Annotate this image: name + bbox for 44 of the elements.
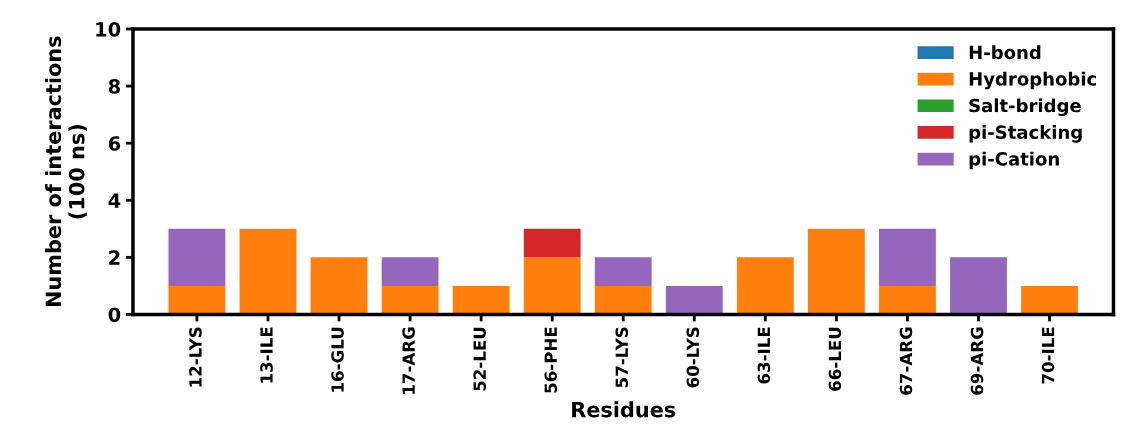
- x-tick-label: 67-ARG: [899, 327, 913, 395]
- y-tick-label: 0: [108, 307, 121, 323]
- x-axis-title: Residues: [572, 401, 676, 418]
- bar: [381, 257, 439, 286]
- bar: [1021, 285, 1078, 315]
- x-tick-label: 56-PHE: [544, 327, 558, 393]
- x-tick-label: 12-LYS: [189, 327, 202, 387]
- x-tick-label: 13-ILE: [260, 327, 273, 383]
- x-tick-label: 60-LYS: [686, 327, 700, 388]
- legend-label: pi-Stacking: [969, 125, 1082, 143]
- bar: [523, 228, 581, 258]
- y-tick-label: 4: [108, 193, 121, 208]
- x-tick-label: 17-ARG: [402, 327, 415, 394]
- legend-label: H-bond: [969, 45, 1041, 60]
- legend-label: pi-Cation: [969, 151, 1059, 170]
- bar: [736, 257, 794, 315]
- legend-label: Hydrophobic: [969, 71, 1097, 90]
- bar: [879, 228, 936, 286]
- x-tick-label: 52-LEU: [473, 327, 486, 391]
- x-tick-label: 66-LEU: [828, 327, 842, 391]
- bar: [239, 228, 297, 315]
- y-axis-title: Number of interactions (100 ns): [45, 36, 87, 307]
- bar: [168, 228, 226, 286]
- x-tick-label: 57-LYS: [615, 327, 629, 388]
- y-tick-label: 2: [109, 250, 120, 265]
- bar: [665, 285, 723, 315]
- legend-label: Salt-bridge: [969, 98, 1081, 116]
- bar: [523, 257, 581, 315]
- bar: [807, 228, 865, 315]
- bar: [310, 257, 368, 315]
- bar: [594, 257, 652, 286]
- bar: [594, 285, 652, 315]
- bar: [168, 285, 226, 315]
- bar: [452, 285, 510, 315]
- bar: [381, 285, 439, 315]
- x-tick-label: 16-GLU: [331, 327, 344, 392]
- x-tick-label: 63-ILE: [757, 327, 771, 384]
- bar: [950, 257, 1007, 315]
- y-tick-label: 10: [96, 21, 121, 37]
- x-tick-label: 70-ILE: [1041, 327, 1055, 384]
- y-tick-label: 6: [108, 136, 121, 151]
- x-tick-label: 69-ARG: [970, 327, 984, 395]
- bar: [879, 285, 936, 315]
- y-tick-label: 8: [108, 79, 120, 94]
